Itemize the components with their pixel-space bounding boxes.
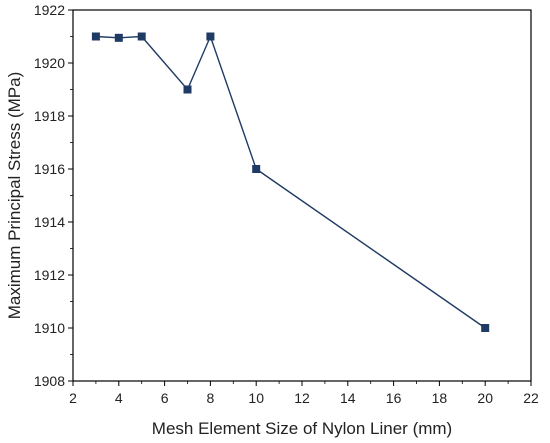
series-line [95, 34, 486, 329]
y-tick-label: 1918 [34, 108, 65, 124]
y-axis-title: Maximum Principal Stress (MPa) [5, 72, 24, 320]
x-tick-label: 4 [115, 390, 123, 406]
series-group [91, 32, 490, 332]
x-tick-label: 18 [432, 390, 448, 406]
data-point [206, 32, 215, 41]
x-tick-label: 8 [207, 390, 215, 406]
x-axis-title: Mesh Element Size of Nylon Liner (mm) [152, 419, 452, 438]
x-tick-label: 6 [161, 390, 169, 406]
data-point [252, 165, 261, 173]
y-tick-label: 1914 [34, 214, 65, 230]
x-tick-label: 16 [386, 390, 402, 406]
data-point [114, 33, 123, 42]
x-tick-label: 10 [248, 390, 264, 406]
y-tick-label: 1912 [34, 267, 65, 283]
x-tick-label: 12 [294, 390, 310, 406]
data-point [91, 32, 100, 41]
y-tick-label: 1910 [34, 320, 65, 336]
x-tick-label: 22 [523, 390, 539, 406]
axis-ticks: 2 4 6 8 10 12 14 16 18 20 22 1908 1910 1912 1914 1916 19… [34, 2, 539, 406]
data-point [183, 85, 192, 94]
y-tick-label: 1922 [34, 2, 65, 18]
x-tick-label: 2 [69, 390, 77, 406]
y-tick-label: 1920 [34, 55, 65, 71]
x-tick-label: 20 [477, 390, 493, 406]
y-tick-label: 1908 [34, 373, 65, 389]
y-tick-label: 1916 [34, 161, 65, 177]
plot-frame [72, 9, 532, 382]
data-point [481, 324, 490, 332]
x-tick-label: 14 [340, 390, 356, 406]
data-point [137, 32, 146, 41]
